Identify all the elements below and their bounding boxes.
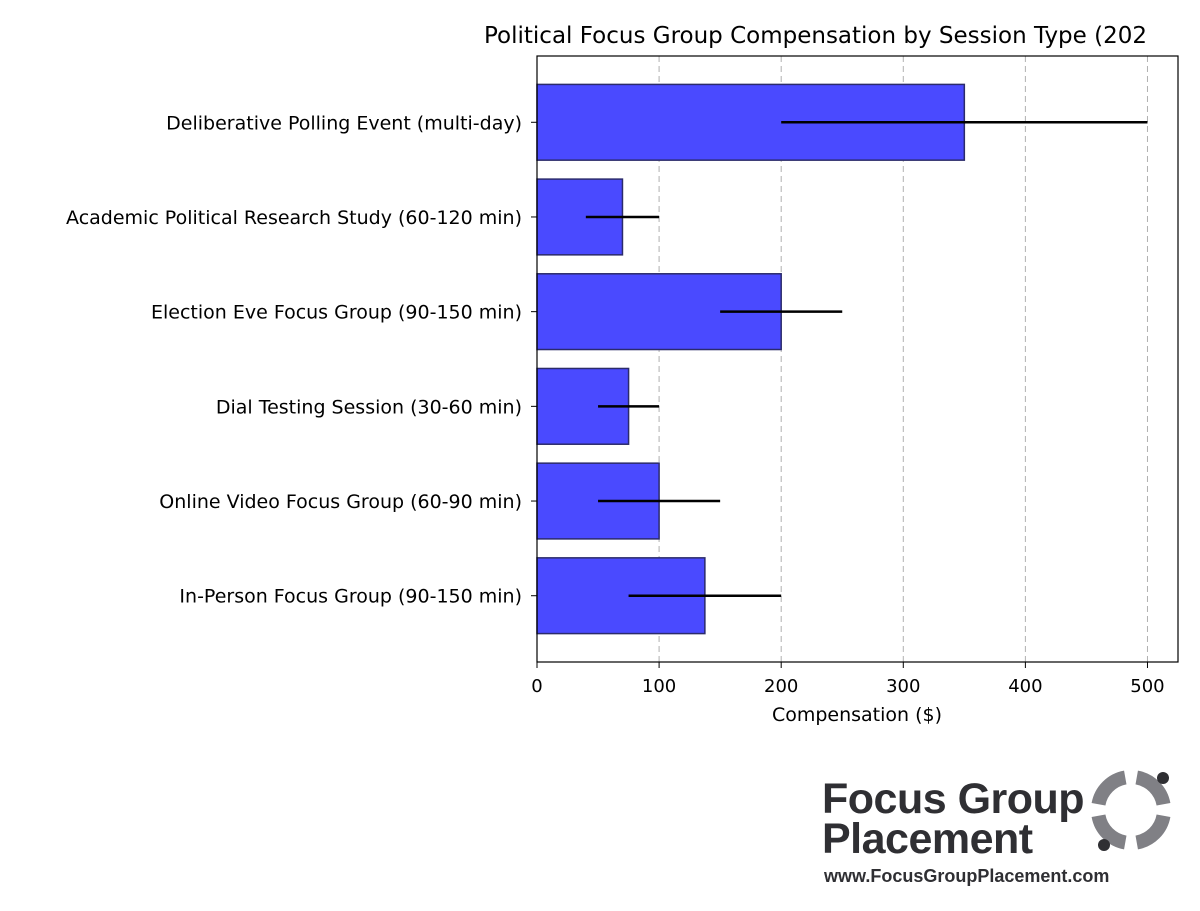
- bars: [536, 83, 966, 635]
- x-tick-label: 400: [1008, 676, 1042, 697]
- y-tick-label: Online Video Focus Group (60-90 min): [159, 491, 522, 513]
- focus-group-placement-logo: Focus Group Placement www.FocusGroupPlac…: [822, 770, 1192, 900]
- logo-url: www.FocusGroupPlacement.com: [824, 866, 1110, 886]
- logo-ring-segment: [1135, 814, 1171, 850]
- y-tick-label: Election Eve Focus Group (90-150 min): [151, 302, 522, 324]
- chart-title: Political Focus Group Compensation by Se…: [484, 23, 1147, 49]
- x-axis-label: Compensation ($): [772, 704, 942, 726]
- x-axis-ticks: 0 100 200 300 400 500: [531, 662, 1165, 697]
- y-tick-label: Dial Testing Session (30-60 min): [216, 396, 522, 418]
- y-axis-ticks: Deliberative Polling Event (multi-day) Ac…: [66, 112, 537, 608]
- plot-frame: [536, 55, 1179, 663]
- ring-logo-icon: [1091, 770, 1171, 851]
- x-tick-label: 0: [531, 676, 542, 697]
- x-tick-label: 300: [886, 676, 920, 697]
- x-tick-label: 500: [1130, 676, 1164, 697]
- logo-text-line2: Placement: [822, 815, 1033, 863]
- y-tick-label: Academic Political Research Study (60-12…: [66, 207, 522, 229]
- x-tick-label: 100: [642, 676, 676, 697]
- logo-ring-segment: [1091, 770, 1127, 806]
- logo-ring-segment: [1135, 770, 1171, 806]
- y-tick-label: In-Person Focus Group (90-150 min): [179, 586, 522, 608]
- x-tick-label: 200: [764, 676, 798, 697]
- y-tick-label: Deliberative Polling Event (multi-day): [166, 112, 522, 134]
- logo-text-line1: Focus Group: [822, 775, 1085, 823]
- error-bars: [585, 121, 1148, 597]
- logo-ring-segment: [1091, 814, 1127, 850]
